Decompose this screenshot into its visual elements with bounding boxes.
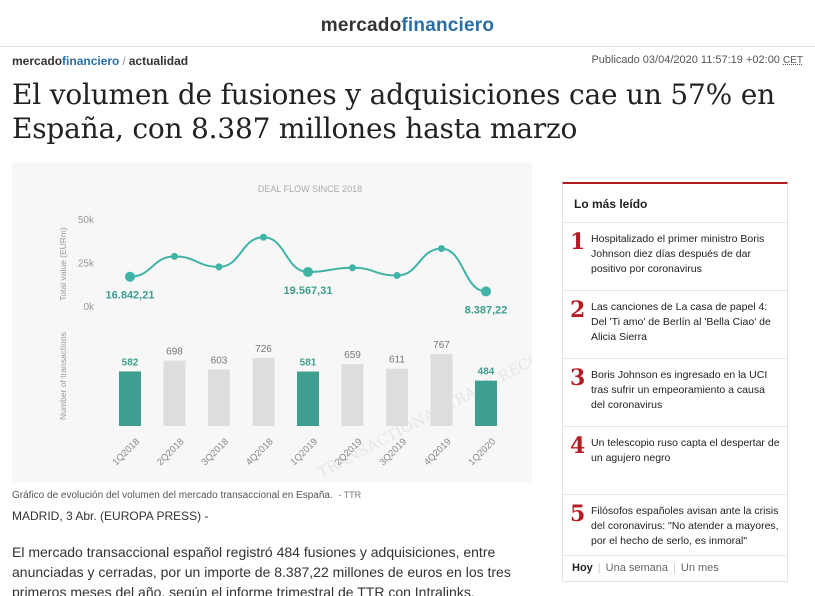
article-body-line: anunciadas y cerradas, por un importe de… bbox=[12, 564, 511, 580]
article-body-line: El mercado transaccional español registr… bbox=[12, 544, 496, 560]
bar-value-label: 582 bbox=[122, 357, 139, 368]
most-read-link[interactable]: Hospitalizado el primer ministro Boris J… bbox=[591, 233, 765, 275]
y-tick-label: 50k bbox=[78, 215, 95, 226]
tab-today[interactable]: Hoy bbox=[572, 562, 593, 574]
bar-value-label: 603 bbox=[211, 355, 228, 366]
tab-month[interactable]: Un mes bbox=[680, 562, 719, 574]
bar bbox=[341, 364, 364, 426]
most-read-item[interactable]: 5 Filósofos españoles avisan ante la cris… bbox=[563, 494, 787, 562]
most-read-widget: Lo más leído 1 Hospitalizado el primer mi… bbox=[562, 182, 788, 582]
bar-value-label: 611 bbox=[389, 355, 405, 366]
tab-divider: | bbox=[673, 562, 676, 574]
bar bbox=[119, 371, 141, 426]
y-axis-label: Total value (EURm) bbox=[58, 227, 68, 301]
bar-axis-label: Number of transactions bbox=[58, 332, 68, 420]
article-body-line: primeros meses del año, según el informe… bbox=[12, 584, 475, 596]
bar bbox=[430, 354, 453, 426]
breadcrumb-site-link[interactable]: mercadofinanciero bbox=[12, 54, 120, 68]
bar-value-label: 484 bbox=[478, 367, 495, 378]
most-read-link[interactable]: Boris Johnson es ingresado en la UCI tra… bbox=[591, 369, 768, 411]
data-point bbox=[349, 264, 356, 272]
timezone-abbr: CET bbox=[783, 55, 803, 66]
figure-source: - TTR bbox=[338, 490, 362, 500]
rank-number: 5 bbox=[570, 501, 586, 527]
data-point bbox=[215, 263, 223, 271]
article-headline: El volumen de fusiones y adquisiciones c… bbox=[12, 78, 775, 145]
y-tick-label: 25k bbox=[78, 259, 95, 270]
most-read-item[interactable]: 2 Las canciones de La casa de papel 4: De… bbox=[563, 290, 787, 358]
most-read-item[interactable]: 3 Boris Johnson es ingresado en la UCI tr… bbox=[563, 358, 787, 426]
bar-value-label: 767 bbox=[433, 340, 450, 351]
published-date: Publicado 03/04/2020 11:57:19 +02:00 CET bbox=[591, 54, 803, 66]
bar bbox=[163, 360, 186, 426]
bar bbox=[252, 357, 275, 426]
figure-caption: Gráfico de evolución del volumen del mer… bbox=[12, 490, 362, 501]
rank-number: 2 bbox=[570, 297, 586, 323]
data-point bbox=[481, 286, 491, 297]
bar bbox=[386, 368, 408, 426]
breadcrumb: mercadofinanciero / actualidad bbox=[12, 54, 188, 68]
bar-value-label: 581 bbox=[300, 358, 317, 369]
bar-value-label: 726 bbox=[255, 344, 272, 355]
bar-value-label: 698 bbox=[166, 347, 183, 358]
chart-title: DEAL FLOW SINCE 2018 bbox=[258, 184, 362, 194]
most-read-title: Lo más leído bbox=[574, 197, 648, 211]
data-label: 19.567,31 bbox=[284, 285, 333, 297]
most-read-link[interactable]: Un telescopio ruso capta el despertar de… bbox=[591, 437, 780, 464]
bar bbox=[475, 380, 497, 426]
site-header: mercadofinanciero bbox=[0, 0, 815, 47]
bar-value-label: 659 bbox=[344, 350, 361, 361]
site-logo[interactable]: mercadofinanciero bbox=[320, 15, 495, 36]
most-read-tabs: Hoy | Una semana | Un mes bbox=[563, 555, 787, 581]
data-label: 16.842,21 bbox=[106, 290, 155, 302]
breadcrumb-separator: / bbox=[122, 54, 126, 68]
data-point bbox=[171, 252, 178, 260]
data-point bbox=[125, 271, 135, 282]
tab-divider: | bbox=[597, 562, 601, 574]
rank-number: 1 bbox=[570, 229, 586, 255]
most-read-link[interactable]: Filósofos españoles avisan ante la crisi… bbox=[591, 505, 779, 547]
most-read-item[interactable]: 4 Un telescopio ruso capta el despertar d… bbox=[563, 426, 787, 494]
article-body: El mercado transaccional español registr… bbox=[12, 542, 552, 596]
data-label: 8.387,22 bbox=[465, 304, 508, 316]
data-point bbox=[438, 245, 445, 253]
most-read-item[interactable]: 1 Hospitalizado el primer ministro Boris … bbox=[563, 222, 787, 290]
tab-week[interactable]: Una semana bbox=[605, 562, 669, 574]
breadcrumb-section-link[interactable]: actualidad bbox=[128, 54, 189, 68]
rank-number: 3 bbox=[570, 365, 586, 391]
rank-number: 4 bbox=[570, 433, 586, 459]
chart-background bbox=[12, 162, 532, 482]
data-point bbox=[303, 266, 313, 277]
article-dateline: MADRID, 3 Abr. (EUROPA PRESS) - bbox=[12, 509, 209, 523]
data-point bbox=[260, 233, 267, 241]
bar bbox=[208, 369, 230, 426]
data-point bbox=[393, 272, 401, 280]
breadcrumb-bar: mercadofinanciero / actualidad Publicado 0… bbox=[0, 47, 815, 75]
bar bbox=[297, 371, 319, 426]
y-tick-label: 0k bbox=[83, 302, 95, 313]
most-read-link[interactable]: Las canciones de La casa de papel 4: Del… bbox=[591, 301, 771, 343]
